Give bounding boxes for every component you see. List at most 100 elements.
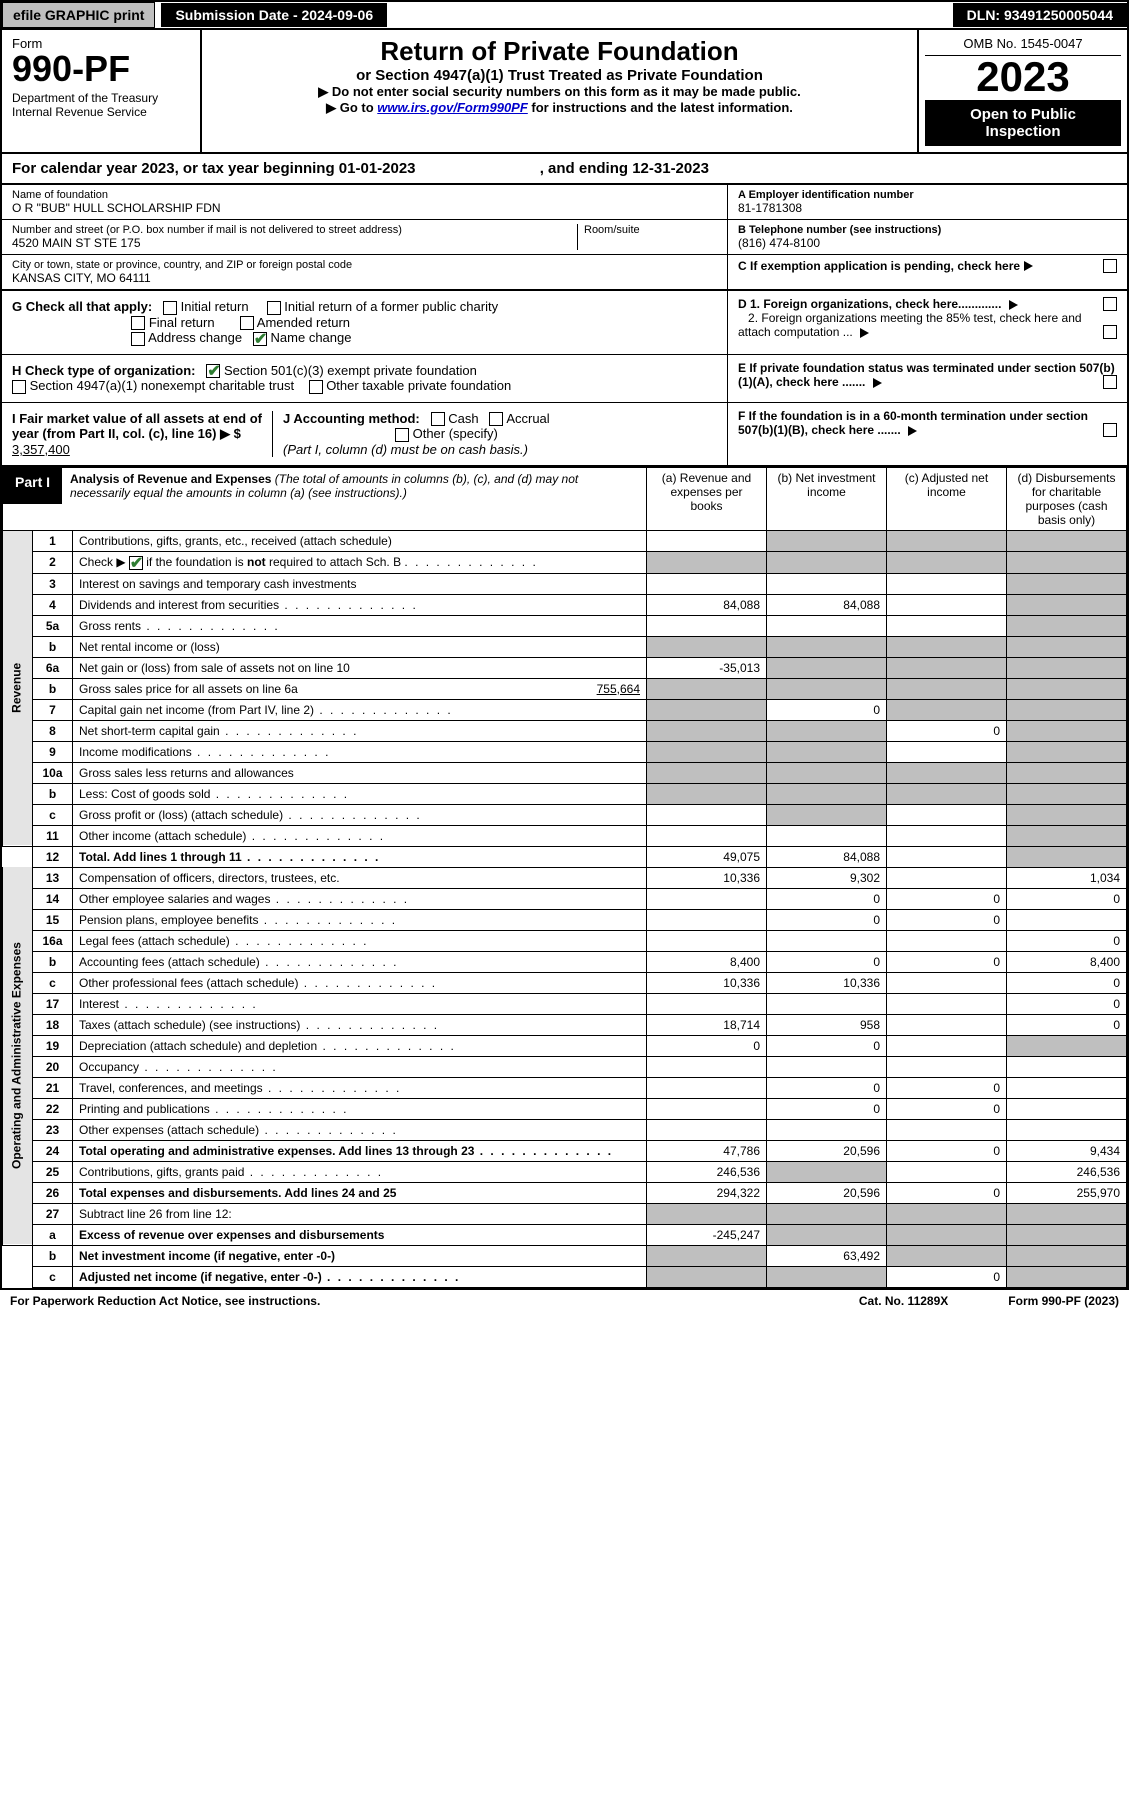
foreign-85-checkbox[interactable] <box>1103 325 1117 339</box>
expenses-side-label: Operating and Administrative Expenses <box>3 867 33 1245</box>
line-23-desc: Other expenses (attach schedule) <box>73 1119 647 1140</box>
line-6b-desc: Gross sales price for all assets on line… <box>73 678 647 699</box>
top-bar: efile GRAPHIC print Submission Date - 20… <box>2 2 1127 30</box>
name-change-checkbox[interactable] <box>253 332 267 346</box>
l26-b: 20,596 <box>767 1182 887 1203</box>
line-13-desc: Compensation of officers, directors, tru… <box>73 867 647 888</box>
line-27b-desc: Net investment income (if negative, ente… <box>73 1245 647 1266</box>
accrual-label: Accrual <box>506 411 549 426</box>
schb-checkbox[interactable] <box>129 556 143 570</box>
l14-b: 0 <box>767 888 887 909</box>
4947-label: Section 4947(a)(1) nonexempt charitable … <box>30 378 294 393</box>
other-taxable-label: Other taxable private foundation <box>326 378 511 393</box>
amended-checkbox[interactable] <box>240 316 254 330</box>
addr-cell: Number and street (or P.O. box number if… <box>2 220 727 255</box>
form-id-block: Form 990-PF Department of the Treasury I… <box>2 30 202 152</box>
arrow-icon <box>1009 300 1018 310</box>
arrow-icon <box>908 426 917 436</box>
l24-d: 9,434 <box>1007 1140 1127 1161</box>
form-link[interactable]: www.irs.gov/Form990PF <box>377 100 528 115</box>
l16c-a: 10,336 <box>647 972 767 993</box>
revenue-side-label: Revenue <box>3 530 33 846</box>
address-change-checkbox[interactable] <box>131 332 145 346</box>
l27a-a: -245,247 <box>647 1224 767 1245</box>
4947-checkbox[interactable] <box>12 380 26 394</box>
address-change-label: Address change <box>148 330 242 345</box>
l13-d: 1,034 <box>1007 867 1127 888</box>
final-return-label: Final return <box>149 315 215 330</box>
g-label: G Check all that apply: <box>12 299 152 314</box>
col-b-header: (b) Net investment income <box>767 467 887 530</box>
l16c-b: 10,336 <box>767 972 887 993</box>
initial-return-checkbox[interactable] <box>163 301 177 315</box>
line-6a-desc: Net gain or (loss) from sale of assets n… <box>73 657 647 678</box>
line-7-desc: Capital gain net income (from Part IV, l… <box>73 699 647 720</box>
cash-checkbox[interactable] <box>431 412 445 426</box>
line-27-desc: Subtract line 26 from line 12: <box>73 1203 647 1224</box>
initial-former-checkbox[interactable] <box>267 301 281 315</box>
pending-checkbox[interactable] <box>1103 259 1117 273</box>
60month-checkbox[interactable] <box>1103 423 1117 437</box>
l16b-a: 8,400 <box>647 951 767 972</box>
l13-b: 9,302 <box>767 867 887 888</box>
l25-d: 246,536 <box>1007 1161 1127 1182</box>
l26-d: 255,970 <box>1007 1182 1127 1203</box>
part1-title: Analysis of Revenue and Expenses <box>70 472 271 486</box>
arrow-icon <box>860 328 869 338</box>
line-21-desc: Travel, conferences, and meetings <box>73 1077 647 1098</box>
department: Department of the Treasury Internal Reve… <box>12 91 190 119</box>
line-15-desc: Pension plans, employee benefits <box>73 909 647 930</box>
initial-return-label: Initial return <box>181 299 249 314</box>
l16a-d: 0 <box>1007 930 1127 951</box>
part1-desc: Analysis of Revenue and Expenses (The to… <box>62 468 646 504</box>
pending-label: C If exemption application is pending, c… <box>738 259 1020 273</box>
501c3-label: Section 501(c)(3) exempt private foundat… <box>224 363 477 378</box>
terminated-checkbox[interactable] <box>1103 375 1117 389</box>
d1-label: D 1. Foreign organizations, check here..… <box>738 297 1001 311</box>
line-1-desc: Contributions, gifts, grants, etc., rece… <box>73 530 647 551</box>
submission-date: Submission Date - 2024-09-06 <box>161 3 387 27</box>
line-27a-desc: Excess of revenue over expenses and disb… <box>73 1224 647 1245</box>
goto-prefix: ▶ Go to <box>326 100 377 115</box>
l6b-pre: Gross sales price for all assets on line… <box>79 682 298 696</box>
goto-suffix: for instructions and the latest informat… <box>528 100 793 115</box>
line-4-desc: Dividends and interest from securities <box>73 594 647 615</box>
arrow-icon <box>1024 261 1033 271</box>
l24-c: 0 <box>887 1140 1007 1161</box>
l14-d: 0 <box>1007 888 1127 909</box>
501c3-checkbox[interactable] <box>206 364 220 378</box>
ein-value: 81-1781308 <box>738 201 1117 215</box>
line-22-desc: Printing and publications <box>73 1098 647 1119</box>
part1-table: Part I Analysis of Revenue and Expenses … <box>2 467 1127 1288</box>
line-11-desc: Other income (attach schedule) <box>73 825 647 846</box>
name-cell: Name of foundation O R "BUB" HULL SCHOLA… <box>2 185 727 220</box>
l15-b: 0 <box>767 909 887 930</box>
l24-b: 20,596 <box>767 1140 887 1161</box>
year-block: OMB No. 1545-0047 2023 Open to Public In… <box>917 30 1127 152</box>
calendar-year-row: For calendar year 2023, or tax year begi… <box>2 154 1127 185</box>
l14-c: 0 <box>887 888 1007 909</box>
accrual-checkbox[interactable] <box>489 412 503 426</box>
l17-d: 0 <box>1007 993 1127 1014</box>
line-3-desc: Interest on savings and temporary cash i… <box>73 573 647 594</box>
efile-print-button[interactable]: efile GRAPHIC print <box>2 2 155 28</box>
d2-label: 2. Foreign organizations meeting the 85%… <box>738 311 1082 339</box>
form-title: Return of Private Foundation <box>212 36 907 67</box>
line-9-desc: Income modifications <box>73 741 647 762</box>
footer-mid: Cat. No. 11289X <box>859 1294 948 1308</box>
tax-year: 2023 <box>925 56 1121 98</box>
l2-pre: Check ▶ <box>79 555 129 569</box>
l26-a: 294,322 <box>647 1182 767 1203</box>
foreign-org-checkbox[interactable] <box>1103 297 1117 311</box>
line-10c-desc: Gross profit or (loss) (attach schedule) <box>73 804 647 825</box>
checks-row-3: I Fair market value of all assets at end… <box>2 403 1127 467</box>
l18-b: 958 <box>767 1014 887 1035</box>
l2-mid: if the foundation is <box>143 555 247 569</box>
other-method-checkbox[interactable] <box>395 428 409 442</box>
name-label: Name of foundation <box>12 189 717 201</box>
other-taxable-checkbox[interactable] <box>309 380 323 394</box>
other-method-label: Other (specify) <box>413 426 498 441</box>
line-12-desc: Total. Add lines 1 through 11 <box>73 846 647 867</box>
final-return-checkbox[interactable] <box>131 316 145 330</box>
line-19-desc: Depreciation (attach schedule) and deple… <box>73 1035 647 1056</box>
